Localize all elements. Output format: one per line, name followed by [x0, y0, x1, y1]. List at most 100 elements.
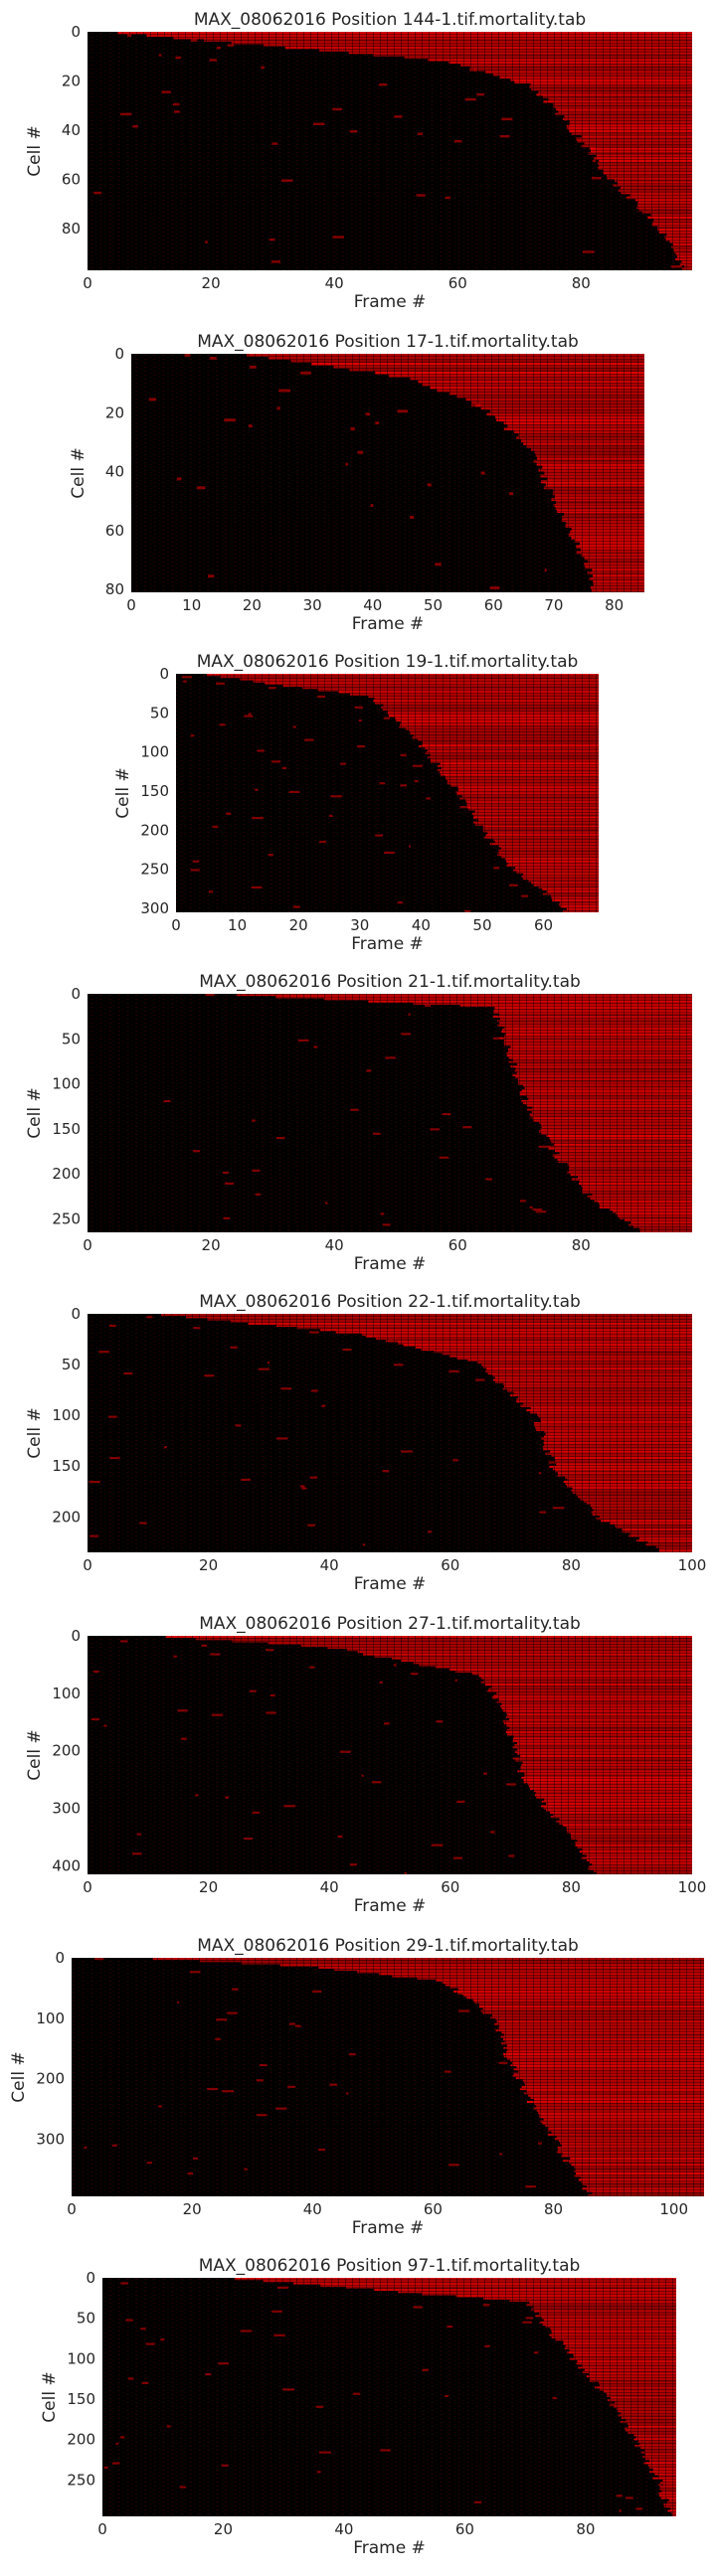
- heatmap-flicker: [267, 1362, 270, 1365]
- heatmap-row: [468, 808, 599, 811]
- heatmap-row: [395, 717, 599, 720]
- heatmap-row: [555, 107, 692, 111]
- heatmap-row: [550, 1816, 692, 1819]
- heatmap-flicker: [309, 1476, 318, 1479]
- heatmap-row: [549, 1137, 692, 1140]
- heatmap-row: [675, 257, 692, 261]
- heatmap-row: [635, 1538, 692, 1542]
- heatmap-row: [504, 1026, 692, 1029]
- heatmap-flicker: [98, 1351, 109, 1354]
- heatmap-row: [487, 1371, 692, 1375]
- heatmap-row: [652, 2469, 676, 2472]
- heatmap-row: [430, 758, 599, 761]
- x-tick-label: 80: [562, 1878, 581, 1896]
- heatmap-row: [551, 896, 599, 899]
- heatmap-flicker: [174, 110, 180, 113]
- heatmap-flicker: [248, 713, 252, 716]
- heatmap-flicker: [221, 2464, 229, 2467]
- heatmap-row: [517, 1748, 692, 1751]
- heatmap-row: [629, 1532, 692, 1535]
- heatmap-row: [430, 760, 599, 763]
- heatmap-row: [538, 468, 644, 472]
- heatmap-row: [577, 1846, 692, 1849]
- heatmap-flicker: [172, 102, 180, 106]
- heatmap-flicker: [532, 1208, 542, 1211]
- heatmap-flicker: [270, 260, 281, 263]
- heatmap-row: [512, 869, 599, 872]
- heatmap-row: [387, 711, 599, 714]
- heatmap-row: [516, 435, 644, 439]
- heatmap-panel-1: MAX_08062016 Position 144-1.tif.mortalit…: [25, 10, 693, 312]
- y-tick-label: 200: [52, 1508, 81, 1526]
- heatmap-row: [506, 1724, 692, 1727]
- heatmap-row: [528, 2094, 704, 2097]
- heatmap-row: [581, 144, 692, 148]
- heatmap-row: [649, 2471, 676, 2474]
- heatmap-row: [466, 801, 599, 804]
- heatmap-row: [441, 773, 599, 776]
- heatmap-row: [521, 1763, 692, 1766]
- heatmap-row: [526, 2090, 704, 2093]
- heatmap-row: [560, 2142, 704, 2145]
- heatmap-row: [535, 1426, 692, 1429]
- heatmap-row: [317, 689, 599, 692]
- heatmap-flicker: [123, 1371, 133, 1375]
- heatmap-row: [507, 2048, 704, 2051]
- heatmap-flicker: [218, 2362, 229, 2365]
- heatmap-flicker: [342, 1348, 352, 1352]
- heatmap-row: [403, 1344, 692, 1347]
- heatmap-row: [579, 1180, 692, 1183]
- heatmap-row: [596, 154, 692, 158]
- heatmap-row: [528, 1097, 692, 1100]
- heatmap-flicker: [318, 2451, 331, 2454]
- heatmap-row: [589, 2379, 676, 2382]
- heatmap-flicker: [370, 504, 374, 508]
- heatmap-row: [624, 2427, 676, 2430]
- heatmap-panel-4: MAX_08062016 Position 21-1.tif.mortality…: [25, 972, 692, 1274]
- heatmap-row: [588, 152, 692, 155]
- heatmap-row: [419, 745, 599, 748]
- heatmap-row: [578, 1182, 692, 1185]
- x-tick-label: 40: [320, 1878, 339, 1896]
- heatmap-row: [571, 1489, 692, 1492]
- heatmap-row: [530, 82, 692, 86]
- heatmap-flicker: [207, 2087, 218, 2091]
- heatmap-row: [495, 415, 644, 419]
- heatmap-row: [536, 1428, 692, 1431]
- heatmap-row: [419, 1664, 692, 1667]
- heatmap-flicker: [482, 2304, 490, 2307]
- heatmap-row: [570, 2157, 704, 2160]
- heatmap-flicker: [297, 1039, 309, 1042]
- heatmap-row: [435, 1666, 692, 1669]
- heatmap-row: [550, 1450, 692, 1453]
- heatmap-row: [536, 462, 644, 466]
- heatmap-row: [562, 515, 644, 519]
- heatmap-flicker: [422, 2368, 429, 2371]
- heatmap-row: [495, 2018, 704, 2021]
- heatmap-flicker: [409, 515, 415, 519]
- heatmap-row: [492, 1015, 692, 1018]
- heatmap-row: [527, 1095, 692, 1098]
- heatmap-row: [567, 127, 692, 130]
- heatmap-row: [311, 362, 644, 366]
- heatmap-flicker: [538, 1472, 542, 1475]
- heatmap-row: [559, 1818, 692, 1821]
- heatmap-flicker: [670, 265, 682, 268]
- heatmap-flicker: [522, 2321, 533, 2324]
- heatmap-row: [534, 2098, 704, 2101]
- heatmap-row: [338, 691, 599, 694]
- heatmap-row: [400, 724, 599, 726]
- y-tick-label: 400: [52, 1856, 81, 1874]
- heatmap-row: [482, 827, 599, 831]
- heatmap-row: [471, 1673, 692, 1676]
- heatmap-flicker: [94, 1958, 104, 1961]
- y-tick-label: 0: [159, 665, 169, 683]
- heatmap-flicker: [190, 39, 198, 42]
- y-tick-label: 80: [62, 220, 81, 238]
- heatmap-flicker: [261, 66, 266, 70]
- heatmap-row: [503, 2033, 704, 2036]
- heatmap-row: [522, 1761, 692, 1764]
- heatmap-row: [460, 64, 692, 67]
- chart-title: MAX_08062016 Position 22-1.tif.mortality…: [199, 1292, 581, 1312]
- heatmap-row: [117, 32, 692, 35]
